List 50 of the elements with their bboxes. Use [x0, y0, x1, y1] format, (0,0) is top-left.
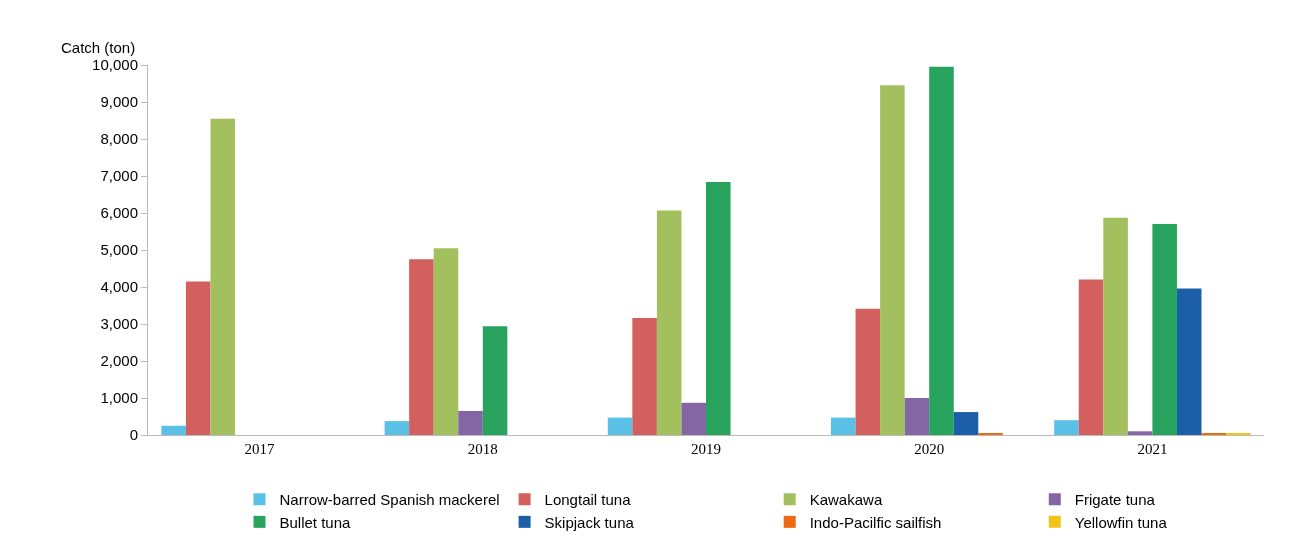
legend-label: Yellowfin tuna: [1074, 513, 1168, 531]
y-tick-label: 5,000: [100, 241, 138, 259]
legend-label: Narrow-barred Spanish mackerel: [279, 491, 500, 509]
legend-label: Bullet tuna: [279, 513, 352, 531]
bar: [409, 259, 434, 435]
bar: [880, 85, 905, 435]
bar: [953, 412, 979, 435]
bar: [384, 421, 410, 435]
y-tick-label: 10,000: [92, 56, 138, 74]
legend-label: Indo-Pacilfic sailfish: [809, 513, 942, 531]
bar: [656, 210, 682, 435]
y-tick-label: 7,000: [100, 167, 138, 185]
bar: [830, 417, 856, 435]
y-tick-label: 8,000: [100, 130, 138, 148]
y-axis-title: Catch (ton): [61, 39, 136, 56]
x-tick-label: 2018: [467, 441, 498, 457]
bar: [433, 248, 459, 435]
y-tick-label: 4,000: [100, 278, 138, 296]
y-tick-label: 2,000: [100, 352, 138, 370]
bar: [185, 281, 211, 435]
x-tick-label: 2020: [914, 441, 945, 457]
legend-label: Longtail tuna: [544, 491, 632, 509]
x-tick-label: 2019: [691, 441, 721, 457]
bar: [1078, 279, 1104, 435]
x-tick-label: 2021: [1137, 441, 1168, 457]
bar: [1054, 420, 1079, 435]
legend-label: Skipjack tuna: [544, 513, 635, 531]
bar: [458, 410, 483, 435]
bar: [1152, 224, 1177, 435]
bar: [210, 118, 236, 435]
legend-label: Kawakawa: [809, 491, 883, 509]
bar: [681, 402, 706, 435]
bar: [161, 425, 186, 435]
bar: [607, 417, 633, 435]
y-tick-label: 9,000: [100, 93, 138, 111]
bar: [929, 66, 954, 435]
bar: [632, 318, 657, 435]
x-tick-label: 2017: [244, 441, 276, 457]
bar: [904, 398, 930, 435]
bar: [706, 181, 731, 435]
bar: [1176, 288, 1202, 435]
y-tick-label: 1,000: [100, 389, 138, 407]
bar: [1127, 431, 1153, 435]
y-tick-label: 0: [129, 426, 138, 444]
y-tick-label: 6,000: [100, 204, 138, 222]
bar: [855, 308, 881, 435]
bar: [1103, 217, 1128, 435]
legend-label: Frigate tuna: [1074, 491, 1156, 509]
y-tick-label: 3,000: [100, 315, 138, 333]
bar: [482, 326, 508, 435]
